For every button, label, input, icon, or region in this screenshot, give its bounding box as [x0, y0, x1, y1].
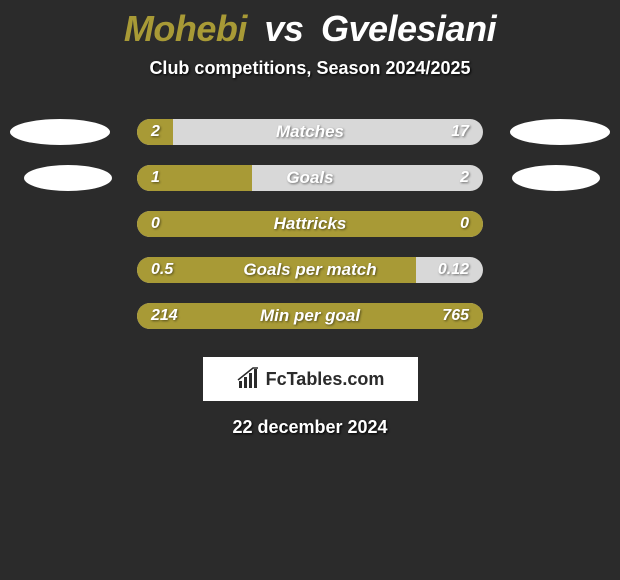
player1-oval — [10, 119, 110, 145]
stat-label: Goals per match — [243, 260, 376, 280]
stat-bar: 0.5 Goals per match 0.12 — [137, 257, 483, 283]
stat-value-left: 0 — [151, 215, 160, 233]
stat-bar: 1 Goals 2 — [137, 165, 483, 191]
stat-label: Matches — [276, 122, 344, 142]
player2-oval — [512, 165, 600, 191]
stat-label: Goals — [286, 168, 333, 188]
stat-bar: 214 Min per goal 765 — [137, 303, 483, 329]
stat-value-right: 765 — [442, 307, 469, 325]
stats-content: 2 Matches 17 1 Goals 2 0 Hattricks 0 0.5 Goals per… — [0, 109, 620, 339]
subtitle: Club competitions, Season 2024/2025 — [0, 58, 620, 79]
stat-bar: 2 Matches 17 — [137, 119, 483, 145]
stat-row: 214 Min per goal 765 — [0, 293, 620, 339]
stat-value-right: 0 — [460, 215, 469, 233]
stat-row: 0.5 Goals per match 0.12 — [0, 247, 620, 293]
stat-row: 1 Goals 2 — [0, 155, 620, 201]
stat-bar: 0 Hattricks 0 — [137, 211, 483, 237]
date-text: 22 december 2024 — [0, 417, 620, 438]
player1-name: Mohebi — [124, 8, 247, 49]
header: Mohebi vs Gvelesiani Club competitions, … — [0, 0, 620, 79]
logo-text: FcTables.com — [266, 369, 385, 390]
stat-value-right: 2 — [460, 169, 469, 187]
player2-name: Gvelesiani — [321, 8, 496, 49]
stat-value-right: 17 — [451, 123, 469, 141]
stat-value-left: 214 — [151, 307, 178, 325]
stat-value-left: 1 — [151, 169, 160, 187]
logo-box: FcTables.com — [203, 357, 418, 401]
stat-row: 0 Hattricks 0 — [0, 201, 620, 247]
stat-value-right: 0.12 — [438, 261, 469, 279]
stat-label: Min per goal — [260, 306, 360, 326]
stat-label: Hattricks — [274, 214, 347, 234]
stat-value-left: 2 — [151, 123, 160, 141]
chart-icon — [236, 367, 260, 391]
stat-value-left: 0.5 — [151, 261, 173, 279]
stat-row: 2 Matches 17 — [0, 109, 620, 155]
player1-oval — [24, 165, 112, 191]
vs-text: vs — [264, 8, 303, 49]
player2-oval — [510, 119, 610, 145]
comparison-title: Mohebi vs Gvelesiani — [0, 8, 620, 50]
